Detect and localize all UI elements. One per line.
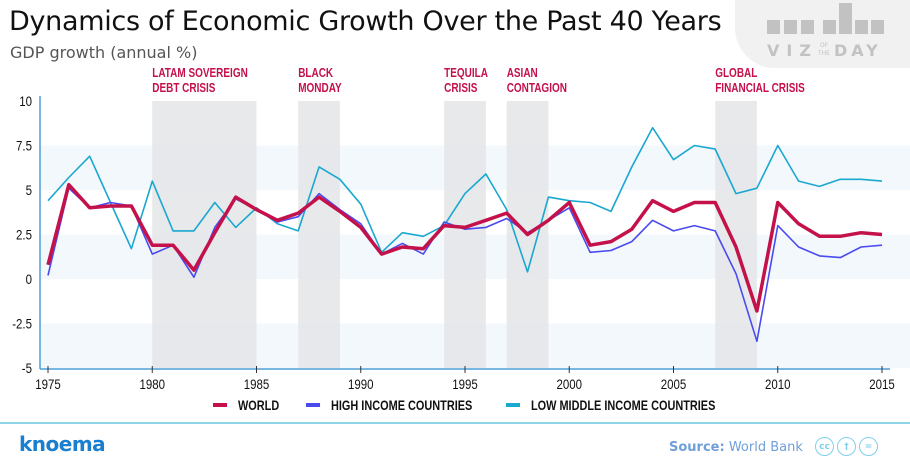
y-tick-label: 5: [26, 182, 32, 198]
chart-title: Dynamics of Economic Growth Over the Pas…: [9, 6, 722, 37]
legend-label-low-middle-income: LOW MIDDLE INCOME COUNTRIES: [530, 397, 716, 413]
x-tick-label: 1985: [244, 376, 270, 392]
x-axis: 1975 1980 1985 1990 1995 2000 2005 2010 2015: [35, 366, 895, 392]
x-tick-label: 2005: [661, 376, 687, 392]
chart-subtitle: GDP growth (annual %): [10, 43, 198, 62]
cc-icon[interactable]: cc: [815, 437, 834, 456]
crisis-label: GLOBAL: [715, 67, 757, 80]
source-label: Source:: [669, 440, 725, 455]
series-line-world: [46, 182, 883, 313]
knoema-logo[interactable]: knoema: [19, 432, 106, 456]
x-tick-label: 1980: [139, 376, 165, 392]
legend-swatch-high-income: [306, 403, 321, 407]
x-tick-label: 1995: [452, 376, 478, 392]
no-derivatives-icon[interactable]: =: [859, 437, 878, 456]
y-tick-label: 7.5: [16, 137, 32, 153]
crisis-label: TEQUILA: [444, 67, 488, 80]
crisis-shade: [715, 101, 757, 368]
badge-viz-text: VIZ: [767, 41, 818, 60]
legend-item-world: WORLD: [213, 397, 279, 413]
crisis-shade: [152, 101, 257, 368]
crisis-shades: [152, 101, 757, 368]
line-chart: LATAM SOVEREIGN DEBT CRISIS BLACK MONDAY TEQ…: [12, 67, 910, 392]
source-credit: Source: World Bank: [669, 440, 803, 455]
y-tick-label: -2.5: [12, 315, 32, 331]
legend-swatch-low-middle-income: [506, 403, 521, 407]
x-tick-label: 2000: [556, 376, 582, 392]
legend-item-high-income: HIGH INCOME COUNTRIES: [306, 397, 472, 413]
crisis-label: CRISIS: [444, 82, 478, 95]
badge-of-text: OF: [820, 42, 829, 49]
crisis-label: LATAM SOVEREIGN: [152, 67, 248, 80]
y-tick-label: -5: [22, 360, 32, 376]
x-tick-label: 1975: [35, 376, 61, 392]
source-value: World Bank: [728, 440, 803, 455]
x-tick-label: 2010: [765, 376, 791, 392]
crisis-annotations: LATAM SOVEREIGN DEBT CRISIS BLACK MONDAY TEQ…: [152, 67, 805, 95]
crisis-label: FINANCIAL CRISIS: [715, 82, 805, 95]
y-tick-label: 10: [19, 93, 32, 109]
y-tick-label: 2.5: [16, 226, 32, 242]
license-icons: cc † =: [815, 437, 878, 456]
viz-of-the-day-logo-icon: VIZ OF THE DAY: [767, 3, 884, 60]
series-line-low-middle-income: [47, 126, 883, 273]
series-line-high-income: [47, 187, 883, 343]
legend-label-world: WORLD: [237, 397, 280, 413]
viz-of-the-day-badge: VIZ OF THE DAY: [735, 0, 910, 68]
x-tick-label: 1990: [348, 376, 374, 392]
footer-divider: [0, 422, 910, 424]
crisis-label: DEBT CRISIS: [152, 82, 216, 95]
y-tick-label: 0: [26, 271, 32, 287]
crisis-shade: [298, 101, 340, 368]
x-tick-label: 2015: [869, 376, 895, 392]
series-lines: [46, 126, 883, 343]
chart-legend: WORLD HIGH INCOME COUNTRIES LOW MIDDLE I…: [0, 397, 910, 419]
y-axis: 10 7.5 5 2.5 0 -2.5 -5: [12, 93, 41, 376]
badge-the-text: THE: [817, 50, 830, 57]
legend-item-low-middle-income: LOW MIDDLE INCOME COUNTRIES: [506, 397, 715, 413]
attribution-icon[interactable]: †: [837, 437, 856, 456]
crisis-label: ASIAN: [507, 67, 538, 80]
badge-day-text: DAY: [834, 41, 882, 60]
legend-swatch-world: [213, 403, 228, 407]
legend-label-high-income: HIGH INCOME COUNTRIES: [330, 397, 473, 413]
crisis-label: MONDAY: [298, 82, 342, 95]
crisis-shade: [444, 101, 486, 368]
crisis-label: CONTAGION: [507, 82, 567, 95]
crisis-label: BLACK: [298, 67, 334, 80]
